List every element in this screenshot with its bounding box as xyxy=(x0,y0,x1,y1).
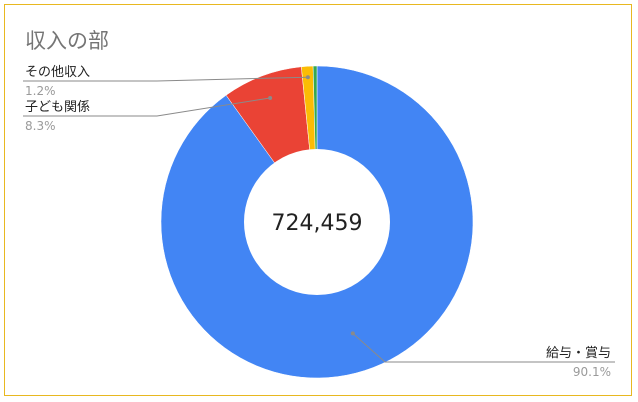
slice-percent-0: 90.1% xyxy=(573,365,611,379)
callout-line-1 xyxy=(23,97,271,117)
donut-chart: 724,459 給与・賞与 90.1% 子ども関係 8.3% その他収入 1.2% xyxy=(23,65,615,379)
slice-percent-1: 8.3% xyxy=(25,119,56,133)
callout-dot-2 xyxy=(305,75,310,80)
callout-dot-1 xyxy=(268,95,273,100)
slice-label-1: 子ども関係 xyxy=(25,100,90,115)
slice-percent-2: 1.2% xyxy=(25,84,56,98)
callout-line-2 xyxy=(23,76,308,82)
chart-title: 収入の部 xyxy=(25,29,109,53)
callout-line-0 xyxy=(352,333,615,363)
chart-container: 収入の部 724,459 給与・賞与 90.1% 子ども関係 8.3% その他収入 1.2… xyxy=(4,4,632,396)
callout-dot-0 xyxy=(350,331,355,336)
callouts-group: 給与・賞与 90.1% 子ども関係 8.3% その他収入 1.2% xyxy=(23,65,615,379)
center-total-label: 724,459 xyxy=(272,211,363,236)
slice-label-2: その他収入 xyxy=(25,65,90,80)
donut-hole xyxy=(244,149,390,295)
slice-label-0: 給与・賞与 xyxy=(546,346,611,361)
